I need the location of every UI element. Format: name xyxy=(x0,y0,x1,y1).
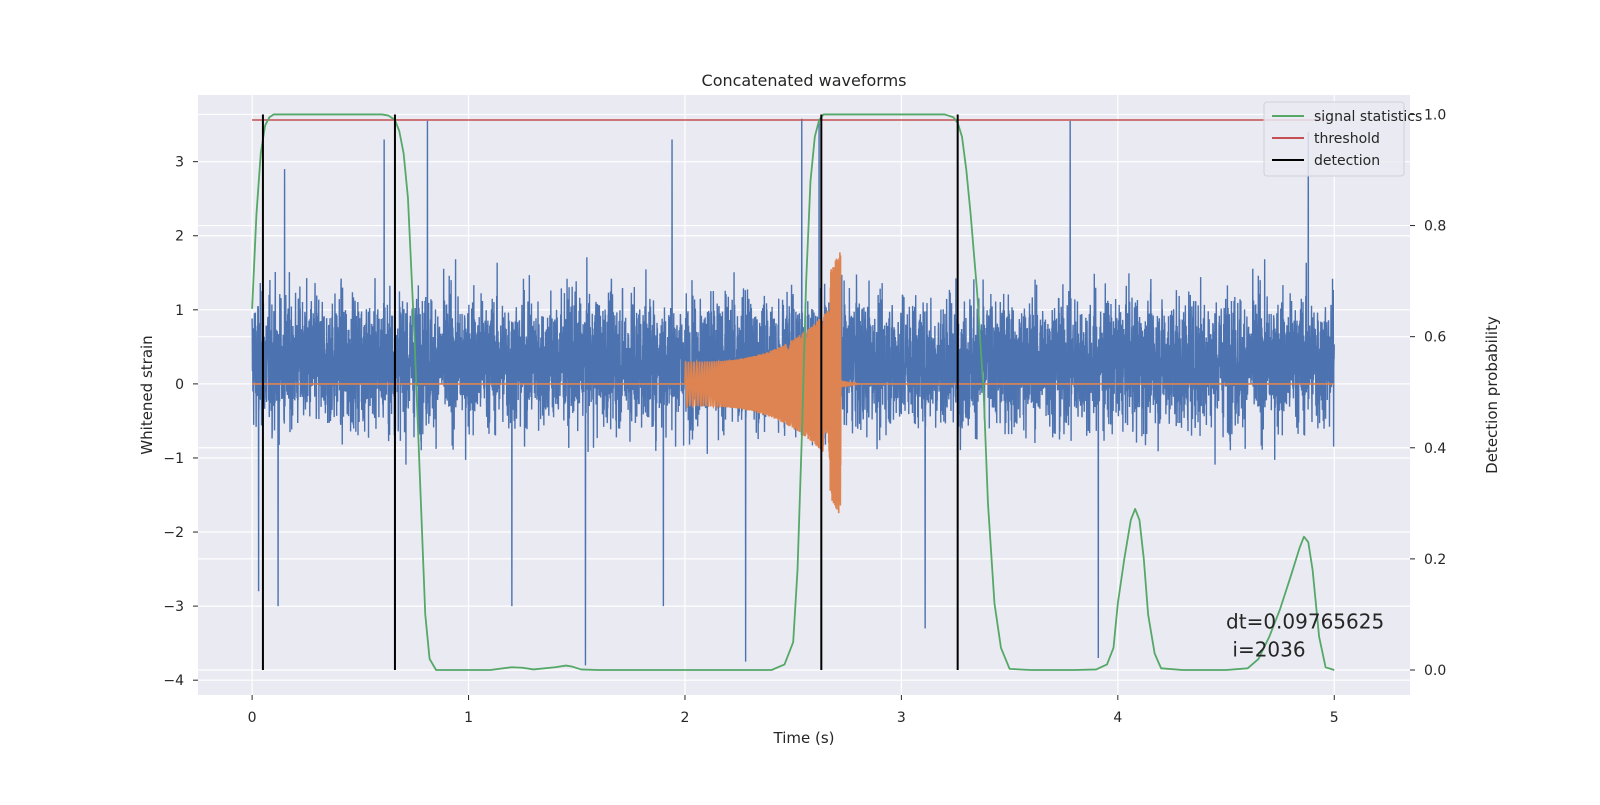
legend-label: detection xyxy=(1314,153,1380,169)
y-left-tick-label: 2 xyxy=(175,229,184,245)
y-right-tick-label: 1.0 xyxy=(1424,107,1446,123)
chart-title: Concatenated waveforms xyxy=(702,71,907,90)
annotation: dt=0.09765625 i=2036 xyxy=(1226,609,1384,661)
legend-box xyxy=(1263,101,1405,177)
y-right-tick-label: 0.8 xyxy=(1424,219,1446,235)
y-axis-left-label: Whitened strain xyxy=(138,335,156,454)
signal-statistics-line xyxy=(251,113,1335,671)
annotation-dt: dt=0.09765625 xyxy=(1226,609,1384,633)
y-right-tick-label: 0.6 xyxy=(1424,330,1446,346)
x-tick-label: 0 xyxy=(248,710,257,726)
annotation-index: i=2036 xyxy=(1226,637,1306,661)
y-left-tick-label: 1 xyxy=(175,303,184,319)
y-axis-right-label: Detection probability xyxy=(1483,316,1501,474)
x-tick-label: 5 xyxy=(1330,710,1339,726)
legend-label: signal statistics xyxy=(1314,109,1422,125)
strain-series-line xyxy=(251,118,1335,666)
series-layer xyxy=(251,113,1335,671)
axes-layer: 0 1 2 3 4 5 −4 −3 −2 −1 0 1 2 3 0.0 0.2 0.4 0.6 0.8 1.0 xyxy=(163,107,1446,726)
x-tick-label: 2 xyxy=(681,710,690,726)
legend-label: threshold xyxy=(1314,131,1380,147)
x-tick-label: 1 xyxy=(464,710,473,726)
legend: signal statistics threshold detection xyxy=(1263,101,1422,177)
x-tick-label: 3 xyxy=(897,710,906,726)
y-right-tick-label: 0.2 xyxy=(1424,552,1446,568)
y-right-tick-label: 0.4 xyxy=(1424,441,1446,457)
y-left-tick-label: −4 xyxy=(163,673,184,689)
y-left-tick-label: −1 xyxy=(163,451,184,467)
y-left-tick-label: −3 xyxy=(163,599,184,615)
y-left-tick-label: −2 xyxy=(163,525,184,541)
y-right-tick-label: 0.0 xyxy=(1424,663,1446,679)
y-left-tick-label: 0 xyxy=(175,377,184,393)
x-tick-label: 4 xyxy=(1113,710,1122,726)
x-axis-label: Time (s) xyxy=(773,729,835,747)
y-left-tick-label: 3 xyxy=(175,155,184,171)
